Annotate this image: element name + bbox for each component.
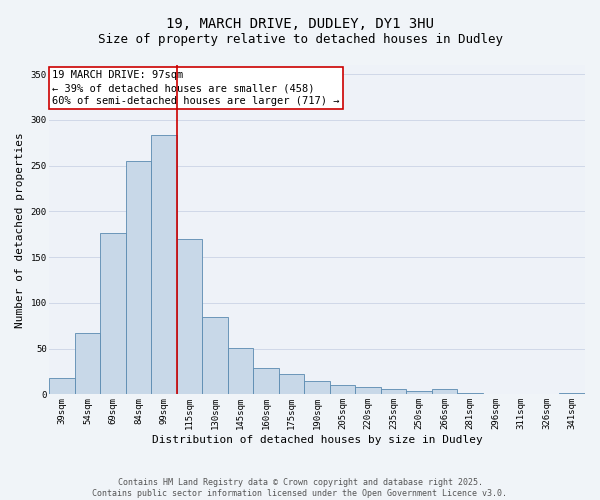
Bar (253, 368, 279, 394)
Y-axis label: Number of detached properties: Number of detached properties (15, 132, 25, 328)
Bar (304, 380, 330, 394)
Text: 19, MARCH DRIVE, DUDLEY, DY1 3HU: 19, MARCH DRIVE, DUDLEY, DY1 3HU (166, 18, 434, 32)
Bar (279, 374, 304, 394)
Bar (177, 239, 202, 394)
Bar (355, 387, 381, 394)
Bar (559, 392, 585, 394)
Bar (406, 391, 432, 394)
Bar (126, 161, 151, 394)
X-axis label: Distribution of detached houses by size in Dudley: Distribution of detached houses by size … (152, 435, 482, 445)
Bar (49, 378, 75, 394)
Text: Size of property relative to detached houses in Dudley: Size of property relative to detached ho… (97, 32, 503, 46)
Bar (151, 136, 177, 394)
Bar (457, 392, 483, 394)
Text: 19 MARCH DRIVE: 97sqm
← 39% of detached houses are smaller (458)
60% of semi-det: 19 MARCH DRIVE: 97sqm ← 39% of detached … (52, 70, 340, 106)
Bar (228, 348, 253, 395)
Bar (100, 234, 126, 394)
Bar (202, 316, 228, 394)
Bar (381, 389, 406, 394)
Bar (75, 333, 100, 394)
Bar (330, 386, 355, 394)
Bar (432, 389, 457, 394)
Text: Contains HM Land Registry data © Crown copyright and database right 2025.
Contai: Contains HM Land Registry data © Crown c… (92, 478, 508, 498)
